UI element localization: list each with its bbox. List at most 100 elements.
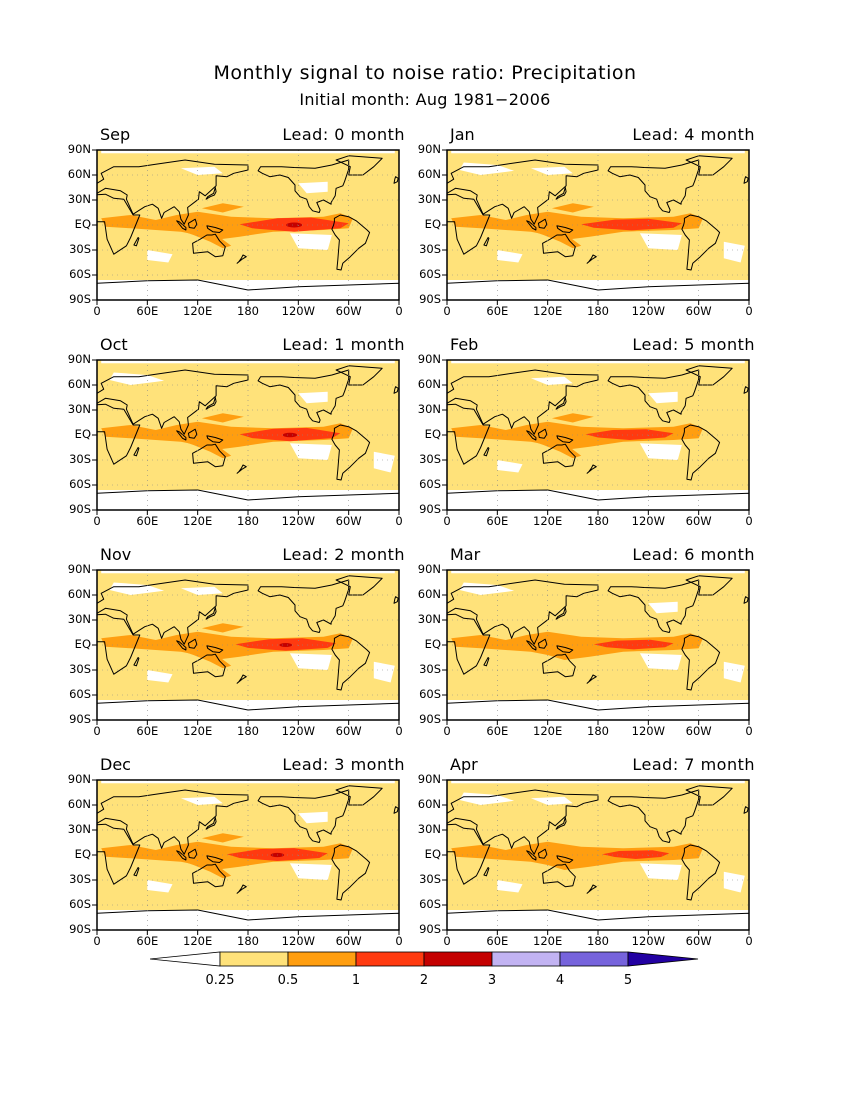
coastline-nz (586, 884, 597, 894)
snr-very-high-region (282, 432, 298, 438)
coastline-northamerica (257, 579, 350, 633)
coastline-newguinea (206, 855, 224, 863)
lon-tick-label: 60W (335, 934, 362, 948)
snr-low-region (101, 150, 395, 154)
map-plot (92, 569, 400, 725)
lat-tick-label: 30N (67, 612, 91, 626)
snr-moderate-region (551, 203, 594, 213)
coastline-japan (205, 607, 217, 620)
coastline-greenland (335, 785, 383, 806)
lat-tick-label: EQ (74, 217, 91, 231)
lon-tick-label: 120E (533, 514, 563, 528)
snr-moderate-region (201, 203, 244, 213)
coastline-britain (393, 596, 399, 604)
lon-tick-label: 0 (443, 304, 451, 318)
lat-tick-label: 60N (417, 587, 441, 601)
snr-very-high-region (279, 643, 293, 647)
coastline-borneo (537, 428, 548, 439)
lat-tick-label: EQ (74, 847, 91, 861)
coastline-australia (542, 233, 576, 258)
coastline-madagascar (133, 657, 140, 667)
coastline-africa (447, 613, 491, 675)
lat-tick-label: 90S (419, 922, 441, 936)
coastline-sumatra (176, 850, 187, 861)
coastline-antarctica (97, 909, 399, 930)
lat-tick-label: 30N (417, 192, 441, 206)
snr-moderate-region (201, 833, 244, 843)
colorbar-tick-label: 1 (351, 973, 361, 988)
snr-low-region (101, 570, 395, 574)
coastline-japan (555, 607, 567, 620)
lat-tick-label: 30S (69, 662, 91, 676)
snr-low-region (497, 460, 523, 473)
snr-low-region (497, 250, 523, 263)
lon-tick-label: 180 (587, 304, 609, 318)
snr-low-region (723, 241, 745, 263)
lon-tick-label: 0 (443, 724, 451, 738)
lat-tick-label: 60N (417, 167, 441, 181)
coastline-britain (743, 806, 749, 814)
snr-high-region (585, 429, 674, 440)
lat-tick-label: 30S (419, 872, 441, 886)
coastline-eurasia (97, 579, 249, 645)
lon-tick-label: 0 (395, 934, 403, 948)
coastline-africa (97, 823, 141, 885)
colorbar-segment (559, 951, 629, 967)
coastline-newguinea (556, 225, 574, 233)
lat-tick-label: 90N (417, 562, 441, 576)
coastline-australia (192, 233, 226, 258)
coastline-greenland (685, 365, 733, 386)
lat-tick-label: 90N (417, 352, 441, 366)
snr-low-region (298, 391, 328, 404)
coastline-africa (97, 613, 141, 675)
panel-lead-label: Lead: 2 month (282, 545, 405, 564)
lat-tick-label: EQ (74, 637, 91, 651)
snr-low-region (298, 181, 328, 194)
lat-tick-label: 30N (417, 402, 441, 416)
coastline-sumatra (176, 220, 187, 231)
coastline-newguinea (206, 225, 224, 233)
map-panel-apr: Apr Lead: 7 month 90N 60N 30N EQ 30S 60S 90S 0 60E… (407, 755, 769, 955)
coastline-madagascar (133, 237, 140, 247)
figure-title: Monthly signal to noise ratio: Precipita… (213, 62, 637, 84)
snr-low-region (723, 661, 745, 683)
lat-tick-label: 30N (417, 822, 441, 836)
map-plot (442, 779, 750, 935)
lon-tick-label: 180 (237, 514, 259, 528)
snr-moderate-region (201, 413, 244, 423)
colorbar-segment (219, 951, 289, 967)
snr-low-region (451, 360, 745, 364)
coastline-africa (97, 403, 141, 465)
coastline-nz (586, 464, 597, 474)
coastline-southamerica (331, 424, 371, 481)
coastline-eurasia (97, 159, 249, 225)
snr-moderate-region (526, 229, 582, 249)
coastline-antarctica (447, 279, 749, 300)
coastline-greenland (335, 155, 383, 176)
snr-low-region (459, 792, 515, 805)
map-panel-dec: Dec Lead: 3 month 90N 60N 30N EQ 30S 60S 90S 0 60E… (57, 755, 419, 955)
coastline-britain (393, 176, 399, 184)
colorbar (149, 950, 710, 990)
lat-tick-label: 60S (69, 267, 91, 281)
lat-tick-label: 60S (419, 897, 441, 911)
snr-low-region (639, 443, 682, 460)
snr-low-region (180, 166, 223, 175)
colorbar-segment (355, 951, 425, 967)
panel-lead-label: Lead: 7 month (632, 755, 755, 774)
lon-tick-label: 120E (533, 304, 563, 318)
coastline-antarctica (97, 489, 399, 510)
colorbar-tick-label: 3 (487, 973, 497, 988)
map-panel-jan: Jan Lead: 4 month 90N 60N 30N EQ 30S 60S 90S 0 60E… (407, 125, 769, 325)
panel-lead-label: Lead: 3 month (282, 755, 405, 774)
coastline-madagascar (483, 237, 490, 247)
coastline-sumatra (176, 640, 187, 651)
lon-tick-label: 120W (281, 304, 315, 318)
panel-lead-label: Lead: 1 month (282, 335, 405, 354)
lon-tick-label: 0 (745, 514, 753, 528)
lon-tick-label: 120E (183, 514, 213, 528)
lon-tick-label: 0 (395, 724, 403, 738)
lat-tick-label: EQ (424, 637, 441, 651)
lon-tick-label: 0 (93, 304, 101, 318)
coastline-sumatra (526, 220, 537, 231)
